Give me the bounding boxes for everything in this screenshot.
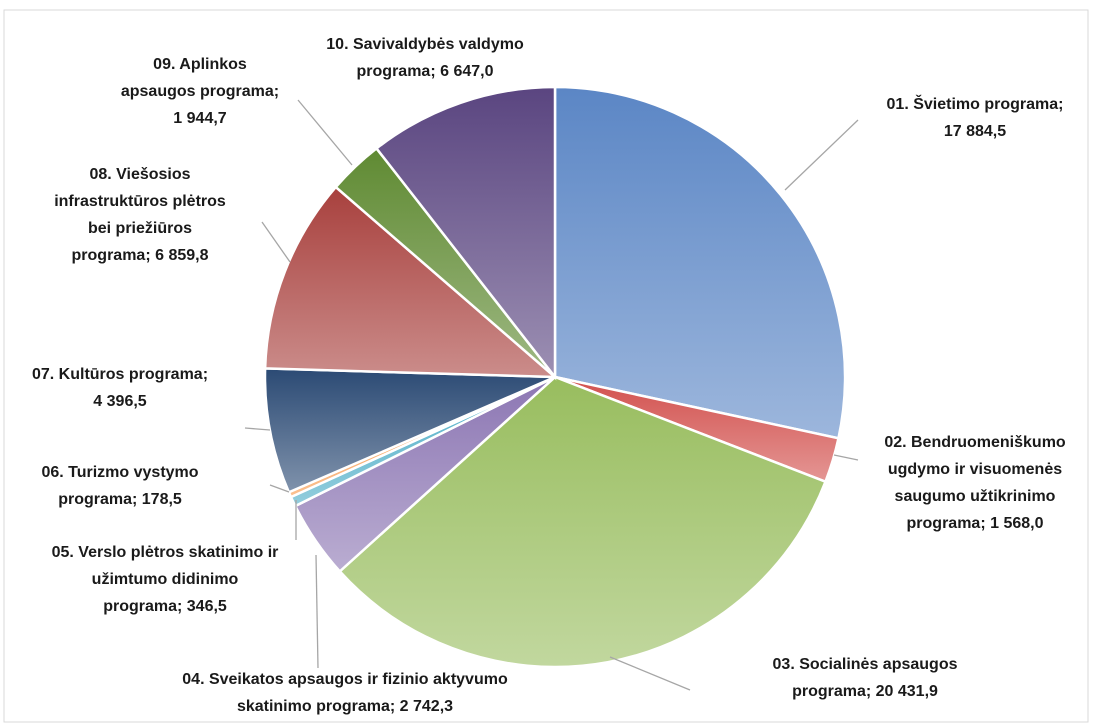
data-label: 02. Bendruomeniškumo ugdymo ir visuomenės…: [884, 434, 1066, 532]
data-label: 07. Kultūros programa;: [32, 366, 208, 383]
data-label: 08. Viešosios infrastruktūros plėtros bei …: [54, 166, 226, 264]
pie-slice: [553, 85, 847, 440]
value-label: 6 647,0: [440, 63, 493, 80]
value-label: 6 859,8: [155, 247, 208, 264]
value-label: 2 742,3: [400, 698, 453, 715]
data-label: 09. Aplinkos apsaugos programa;: [121, 56, 279, 100]
leader-line: [833, 454, 859, 461]
pie-slice: [374, 85, 557, 381]
leader-line: [784, 119, 859, 191]
pie-slice: [338, 375, 828, 669]
value-label: 20 431,9: [876, 683, 938, 700]
leader-line: [244, 427, 271, 431]
data-label: 10. Savivaldybės valdymo programa;: [326, 36, 524, 80]
value-label: 1 944,7: [173, 110, 226, 127]
value-label: 17 884,5: [944, 123, 1006, 140]
leader-line: [269, 484, 290, 493]
data-label: 05. Verslo plėtros skatinimo ir užimtumo …: [52, 544, 279, 615]
leader-line: [609, 656, 691, 691]
data-label: 01. Švietimo programa;: [887, 94, 1064, 113]
data-label: 03. Socialinės apsaugos programa;: [773, 656, 958, 700]
value-label: 346,5: [187, 598, 227, 615]
leader-line: [297, 99, 353, 166]
data-label: 04. Sveikatos apsaugos ir fizinio aktyvu…: [182, 671, 508, 715]
value-label: 1 568,0: [990, 515, 1043, 532]
data-label: 06. Turizmo vystymo programa;: [41, 464, 198, 508]
value-label: 178,5: [142, 491, 182, 508]
pie-slice: [263, 185, 559, 379]
pie-slice: [263, 367, 556, 494]
leader-line: [315, 554, 319, 669]
leader-line: [261, 221, 291, 263]
value-label: 4 396,5: [93, 393, 146, 410]
